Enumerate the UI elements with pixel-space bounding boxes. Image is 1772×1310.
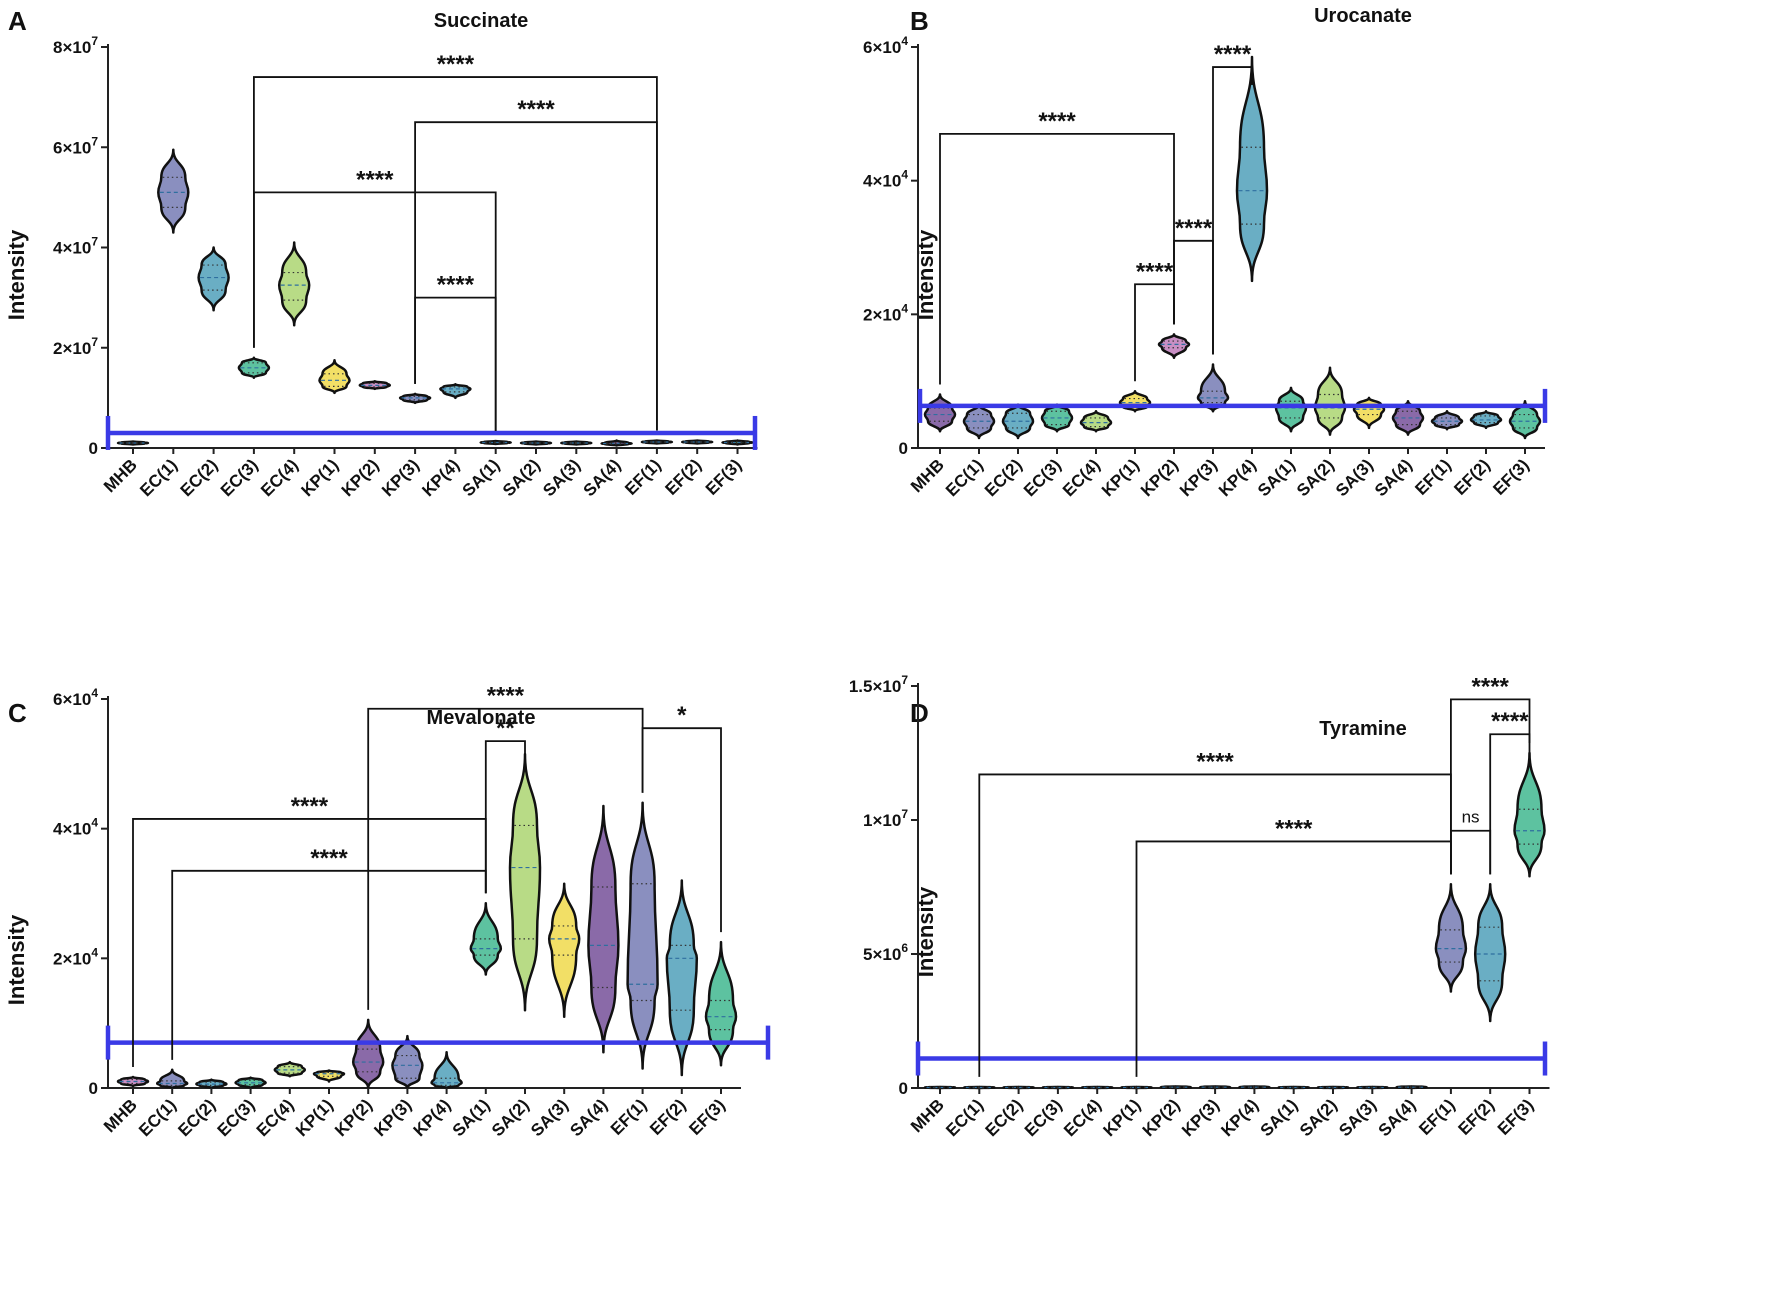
significance-bracket xyxy=(414,296,497,431)
panel-letter-c: C xyxy=(8,698,27,728)
significance-label: **** xyxy=(1196,748,1234,775)
significance-label: **** xyxy=(1472,673,1510,700)
panel-b-title: Urocanate xyxy=(1314,5,1412,27)
y-tick-label: 4×107 xyxy=(53,235,98,258)
significance-label: ** xyxy=(496,715,515,742)
violin-KP(4) xyxy=(439,383,472,400)
significance-label: ns xyxy=(1462,808,1480,827)
significance-bracket xyxy=(484,740,526,894)
significance-label: **** xyxy=(1136,258,1174,285)
significance-label: **** xyxy=(1491,708,1529,735)
significance-label: **** xyxy=(1214,41,1252,68)
panel-a-ylabel: Intensity xyxy=(4,229,29,320)
significance-bracket xyxy=(132,818,487,1067)
y-tick-label: 2×104 xyxy=(53,945,98,968)
panel-d-title: Tyramine xyxy=(1319,718,1406,740)
y-tick-label: 8×107 xyxy=(53,34,98,57)
y-tick-label: 0 xyxy=(899,1079,908,1098)
y-tick-label: 2×104 xyxy=(863,301,908,324)
significance-bracket xyxy=(414,121,658,431)
significance-label: **** xyxy=(356,166,394,193)
violin-SA(4) xyxy=(587,804,620,1054)
significance-bracket xyxy=(1212,66,1253,355)
panel-letter-d: D xyxy=(910,698,929,728)
violin-EF(3) xyxy=(1508,399,1542,440)
y-tick-label: 4×104 xyxy=(53,816,98,839)
violin-KP(2) xyxy=(1157,333,1191,360)
significance-bracket xyxy=(939,132,1175,385)
violin-EF(3) xyxy=(1513,751,1546,878)
violin-EC(4) xyxy=(277,241,311,327)
y-tick-label: 0 xyxy=(89,439,98,458)
violin-EC(4) xyxy=(273,1060,307,1078)
panel-letter-b: B xyxy=(910,6,929,36)
significance-label: **** xyxy=(1275,815,1313,842)
significance-label: **** xyxy=(437,272,475,299)
y-tick-label: 6×104 xyxy=(53,686,98,709)
violin-EC(2) xyxy=(197,246,230,312)
significance-label: **** xyxy=(487,683,525,710)
y-tick-label: 2×107 xyxy=(53,335,98,358)
significance-bracket xyxy=(978,773,1452,1077)
y-tick-label: 0 xyxy=(89,1079,98,1098)
significance-bracket xyxy=(171,869,487,1060)
y-tick-label: 6×107 xyxy=(53,134,98,157)
y-tick-label: 0 xyxy=(899,439,908,458)
violin-SA(3) xyxy=(547,882,581,1018)
y-tick-label: 5×106 xyxy=(863,941,908,964)
significance-bracket xyxy=(1134,283,1175,382)
significance-label: **** xyxy=(437,51,475,78)
violin-SA(4) xyxy=(1391,399,1425,436)
violin-EF(2) xyxy=(1473,883,1507,1023)
violin-KP(4) xyxy=(430,1051,463,1090)
violin-EF(1) xyxy=(1434,883,1468,993)
violin-KP(2) xyxy=(351,1018,385,1090)
panel-b-ylabel: Intensity xyxy=(913,229,938,320)
violin-EF(3) xyxy=(704,940,738,1067)
significance-bracket xyxy=(1489,733,1531,875)
violin-EF(1) xyxy=(626,801,659,1070)
violin-KP(3) xyxy=(1196,363,1230,413)
panel-letter-a: A xyxy=(8,6,27,36)
significance-label: * xyxy=(677,702,687,729)
violin-SA(1) xyxy=(1274,386,1308,433)
significance-label: **** xyxy=(310,845,348,872)
significance-label: **** xyxy=(1038,108,1076,135)
panel-c-ylabel: Intensity xyxy=(4,914,29,1005)
violin-EC(1) xyxy=(157,148,190,234)
panel-d-ylabel: Intensity xyxy=(913,886,938,977)
significance-bracket xyxy=(1135,840,1452,1077)
significance-label: **** xyxy=(291,793,329,820)
violin-EF(2) xyxy=(665,879,699,1077)
panel-a-title: Succinate xyxy=(434,10,528,32)
significance-bracket xyxy=(641,727,722,933)
y-tick-label: 4×104 xyxy=(863,168,908,191)
y-tick-label: 1×107 xyxy=(863,807,908,830)
significance-label: **** xyxy=(1175,215,1213,242)
violin-KP(4) xyxy=(1235,55,1269,283)
panel-c-title: Mevalonate xyxy=(427,707,536,729)
violin-KP(3) xyxy=(391,1034,424,1090)
violin-KP(1) xyxy=(318,359,351,395)
y-tick-label: 6×104 xyxy=(863,34,908,57)
y-tick-label: 1.5×107 xyxy=(849,673,908,696)
significance-bracket xyxy=(1173,239,1214,355)
significance-label: **** xyxy=(517,96,555,123)
